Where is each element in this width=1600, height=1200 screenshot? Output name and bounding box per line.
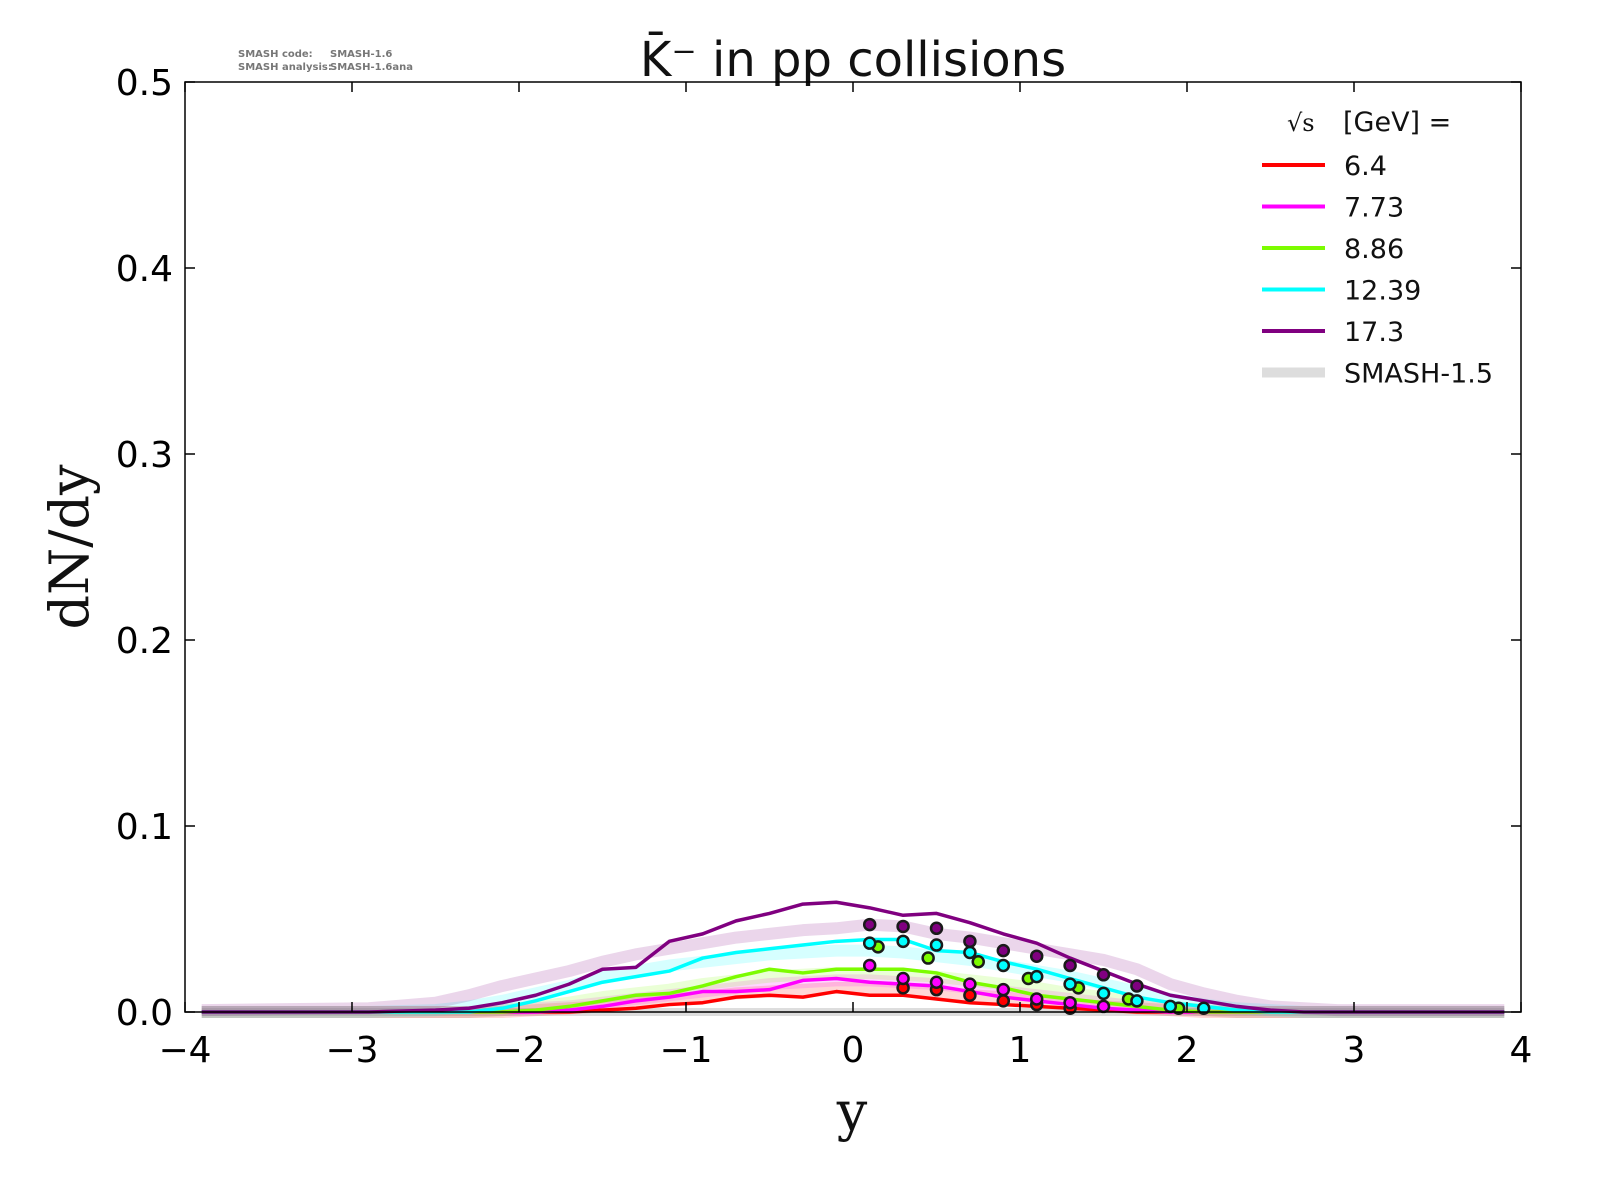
data-point-17.3 [1130,979,1144,993]
data-point-12.39 [1163,999,1178,1014]
data-point-12.39 [862,936,877,950]
data-point-17.3 [1029,949,1044,963]
x-tick-label: 4 [1510,1030,1533,1071]
data-point-17.3 [929,921,944,936]
data-point-7.73 [896,971,910,986]
legend-label: 12.39 [1344,276,1421,307]
x-axis-label: y [836,1080,868,1143]
data-point-17.3 [996,943,1011,958]
legend-label: 6.4 [1344,151,1387,182]
data-point-7.73 [1096,999,1111,1014]
data-point-7.73 [862,958,877,973]
data-point-7.73 [996,982,1011,997]
y-tick-label: 0.4 [116,249,173,290]
data-point-12.39 [1196,1001,1211,1016]
legend-label: 8.86 [1344,234,1404,265]
data-point-12.39 [1096,986,1111,1001]
data-points [862,917,1211,1016]
meta-code-value: SMASH-1.6 [330,49,392,60]
data-point-12.39 [929,938,944,952]
legend-title: [GeV] = [1343,107,1451,138]
data-point-6.4 [996,994,1011,1008]
y-tick-label: 0.5 [116,63,173,104]
data-point-12.39 [996,958,1011,973]
data-point-17.3 [963,934,977,949]
data-point-17.3 [862,917,877,932]
legend-title-sqrt: √s [1287,109,1315,137]
legend-label-band: SMASH-1.5 [1344,359,1493,390]
data-point-7.73 [929,975,944,989]
data-point-7.73 [963,977,977,991]
data-point-12.39 [963,945,977,960]
legend: √s [GeV] = 6.4 7.73 8.86 12.39 17.3 SMASH-1.5 [1262,107,1493,390]
meta-code-label: SMASH code: [238,49,313,60]
x-tick-label: −2 [492,1030,545,1071]
data-point-17.3 [896,919,910,934]
axes: −4 −3 −2 −1 0 1 2 3 4 0.0 0.1 0.2 0.3 0.4 0.5 [116,63,1533,1071]
data-point-12.39 [1029,969,1044,984]
data-point-12.39 [1130,994,1144,1008]
data-point-7.73 [1063,995,1077,1010]
y-axis-label: dN/dy [38,464,101,630]
lines [201,900,1505,1014]
data-point-17.3 [1096,968,1111,982]
data-point-8.86 [971,955,985,969]
meta-analysis-value: SMASH-1.6ana [330,62,413,73]
data-point-17.3 [1063,958,1077,973]
y-tick-label: 0.1 [116,807,173,848]
y-tick-label: 0.0 [116,993,173,1034]
data-point-8.86 [921,951,935,965]
plot-frame [184,81,1522,1013]
legend-label: 17.3 [1344,317,1404,348]
x-tick-label: −4 [158,1030,211,1071]
x-tick-label: −3 [325,1030,378,1071]
data-point-12.39 [896,934,910,949]
x-tick-label: 0 [842,1030,865,1071]
x-tick-label: 3 [1343,1030,1366,1071]
meta-analysis-label: SMASH analysis: [238,62,332,73]
data-point-7.73 [1029,992,1044,1006]
x-tick-label: 2 [1176,1030,1199,1071]
chart-title: K̄⁻ in pp collisions [640,31,1066,88]
legend-label: 7.73 [1344,193,1404,224]
series-line-17.3 [201,900,1505,1014]
data-point-12.39 [1063,977,1077,991]
data-point-6.4 [963,988,977,1003]
y-tick-label: 0.2 [116,621,173,662]
x-tick-label: −1 [659,1030,712,1071]
y-tick-label: 0.3 [116,435,173,476]
x-tick-label: 1 [1009,1030,1032,1071]
